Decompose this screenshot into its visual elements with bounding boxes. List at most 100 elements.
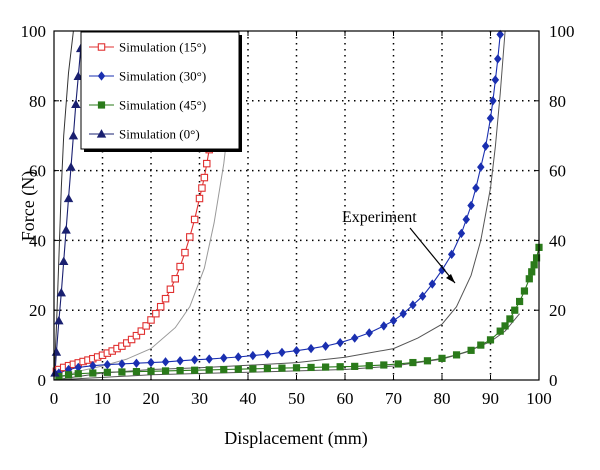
data-point — [118, 368, 126, 376]
x-tick-label: 0 — [50, 389, 59, 408]
data-point — [380, 361, 388, 369]
data-point — [486, 113, 495, 123]
experiment-annotation: Experiment — [342, 209, 456, 284]
data-point — [198, 184, 206, 192]
y-tick-label-right: 0 — [549, 371, 558, 390]
data-point — [190, 355, 199, 365]
data-point — [56, 287, 66, 297]
data-point — [409, 358, 417, 367]
experiment-label: Experiment — [342, 209, 417, 226]
data-point — [132, 358, 141, 368]
data-point — [147, 357, 155, 368]
data-point — [71, 99, 81, 108]
data-point — [292, 346, 301, 356]
data-point — [494, 54, 502, 64]
data-point — [220, 365, 228, 374]
data-point — [365, 328, 373, 338]
y-tick-label-left: 100 — [21, 22, 47, 41]
data-point — [147, 367, 155, 375]
legend-swatch-marker — [97, 71, 106, 81]
data-point — [467, 200, 475, 211]
data-point — [181, 248, 189, 257]
data-point — [68, 130, 79, 140]
data-point — [186, 233, 194, 241]
data-point — [350, 333, 359, 343]
data-point — [249, 350, 257, 361]
y-axis-title: Force (N) — [18, 171, 39, 241]
data-point — [506, 315, 514, 323]
data-point — [63, 193, 74, 203]
y-tick-label-right: 100 — [549, 22, 575, 41]
data-point — [190, 215, 199, 224]
data-point — [365, 362, 373, 370]
data-point — [263, 364, 272, 373]
data-point — [278, 364, 286, 372]
data-point — [477, 341, 485, 349]
data-point — [103, 368, 111, 376]
data-point — [166, 285, 175, 294]
data-point — [58, 256, 69, 265]
data-point — [530, 261, 538, 269]
x-tick-label: 90 — [482, 389, 499, 408]
data-point — [528, 268, 536, 276]
data-point — [132, 331, 141, 340]
data-point — [491, 75, 500, 85]
data-point — [156, 302, 165, 311]
data-point — [452, 351, 461, 359]
data-point — [516, 297, 524, 306]
data-point — [142, 322, 150, 330]
data-point — [389, 315, 398, 326]
y-tick-label-right: 40 — [549, 231, 566, 250]
legend-label: Simulation (45°) — [119, 98, 206, 113]
data-point — [438, 354, 446, 362]
data-point — [496, 327, 504, 335]
data-point — [64, 371, 73, 379]
data-point — [127, 335, 136, 344]
data-point — [103, 359, 112, 370]
data-point — [307, 343, 315, 354]
data-point — [477, 162, 485, 172]
data-point — [176, 356, 184, 366]
y-tick-label-right: 20 — [549, 301, 566, 320]
data-point — [73, 71, 83, 81]
x-tick-label: 80 — [434, 389, 451, 408]
data-point — [234, 365, 242, 373]
data-point — [161, 357, 170, 367]
data-point — [249, 365, 257, 373]
legend-label: Simulation (30°) — [119, 69, 206, 84]
data-point — [409, 300, 417, 310]
data-point — [152, 309, 160, 318]
data-point — [205, 366, 213, 374]
y-tick-label-left: 0 — [38, 371, 47, 390]
data-point — [292, 364, 301, 372]
legend-swatch-marker — [97, 43, 106, 51]
x-tick-label: 20 — [143, 389, 160, 408]
data-point — [191, 366, 199, 374]
data-point — [489, 96, 497, 106]
data-point — [200, 173, 209, 182]
data-point — [511, 306, 519, 314]
x-tick-label: 70 — [385, 389, 402, 408]
data-point — [380, 321, 388, 331]
data-point — [399, 309, 407, 319]
data-point — [278, 347, 286, 358]
experiment-45-line — [53, 313, 520, 381]
data-point — [447, 249, 456, 260]
data-point — [336, 363, 344, 371]
data-point — [66, 162, 76, 171]
y-tick-label-left: 40 — [29, 231, 46, 250]
data-point — [418, 291, 427, 301]
data-point — [171, 275, 180, 283]
data-point — [176, 262, 184, 271]
data-point — [61, 225, 71, 234]
data-point — [321, 341, 330, 351]
x-tick-label: 40 — [240, 389, 257, 408]
data-point — [481, 141, 490, 151]
data-point — [496, 29, 504, 40]
grid — [54, 31, 539, 380]
x-tick-label: 30 — [191, 389, 208, 408]
data-point — [220, 353, 228, 363]
y-tick-label-left: 80 — [29, 92, 46, 111]
data-point — [467, 346, 475, 354]
